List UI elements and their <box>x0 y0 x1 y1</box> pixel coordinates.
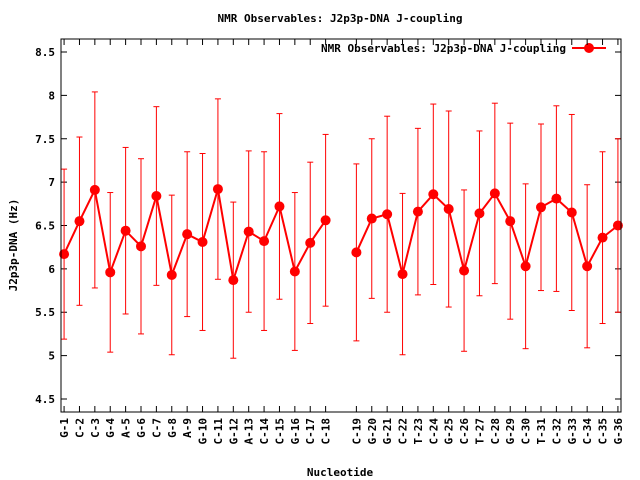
data-point <box>351 247 362 258</box>
x-tick-label: G-36 <box>612 418 625 445</box>
x-tick-label: C-14 <box>258 418 271 445</box>
x-tick-label: G-25 <box>443 418 456 445</box>
data-point <box>397 269 408 280</box>
x-tick-label: C-32 <box>550 418 563 445</box>
x-tick-label: C-22 <box>397 418 410 445</box>
y-tick-label: 5 <box>48 350 55 363</box>
x-tick-label: G-20 <box>366 418 379 445</box>
series-line <box>355 191 619 275</box>
y-tick-label: 4.5 <box>35 393 55 406</box>
x-tick-label: C-18 <box>320 418 333 445</box>
x-tick-label: C-30 <box>520 418 533 445</box>
x-tick-label: T-23 <box>412 418 425 445</box>
legend: NMR Observables: J2p3p-DNA J-coupling <box>321 42 606 55</box>
y-tick-label: 7 <box>48 176 55 189</box>
x-tick-label: G-29 <box>504 418 517 445</box>
data-point <box>120 225 131 236</box>
x-tick-label: A-9 <box>181 418 194 438</box>
y-tick-label: 6.5 <box>35 220 55 233</box>
x-tick-label: G-16 <box>289 418 302 445</box>
data-point <box>136 241 146 252</box>
data-point <box>520 261 531 272</box>
data-point <box>243 226 254 237</box>
data-point <box>474 208 485 219</box>
x-tick-label: C-19 <box>350 418 363 445</box>
x-tick-label: C-11 <box>212 418 225 445</box>
plot-area: 4.5 5 5.5 6 6.5 7 7.5 8 8.5 G-1 C-2 C-3 G-4 A-5 G-6 C-7… <box>35 39 625 445</box>
x-tick-label: C-34 <box>581 418 594 445</box>
data-point <box>89 184 100 195</box>
y-tick-label: 6 <box>48 263 55 276</box>
data-point <box>382 209 393 220</box>
x-tick-label: G-21 <box>381 418 394 445</box>
x-tick-label: G-8 <box>166 418 179 438</box>
data-point <box>459 265 470 276</box>
x-tick-label: C-3 <box>89 418 102 438</box>
data-point <box>305 237 316 248</box>
data-point <box>197 236 208 247</box>
data-point <box>536 202 546 213</box>
x-tick-label: C-17 <box>304 418 317 445</box>
plot-frame <box>60 38 622 413</box>
data-point <box>212 184 223 195</box>
x-tick-label: C-7 <box>150 418 163 438</box>
x-tick-label: C-2 <box>73 418 86 438</box>
x-tick-label: G-12 <box>227 418 240 445</box>
x-axis-label: Nucleotide <box>307 466 374 479</box>
data-point <box>566 207 577 218</box>
y-tick-label: 7.5 <box>35 133 55 146</box>
data-point <box>151 191 162 202</box>
data-point <box>505 216 516 227</box>
data-point <box>274 201 285 212</box>
data-point <box>59 249 70 260</box>
data-point <box>320 215 331 226</box>
data-point <box>74 216 85 227</box>
data-point <box>551 193 562 204</box>
legend-label: NMR Observables: J2p3p-DNA J-coupling <box>321 42 566 55</box>
x-tick-label: C-24 <box>427 418 440 445</box>
data-point <box>612 220 623 231</box>
x-tick-label: C-35 <box>597 418 610 445</box>
x-tick-label: C-15 <box>273 418 286 445</box>
x-tick-label: G-6 <box>135 418 148 438</box>
x-tick-label: G-1 <box>58 418 71 438</box>
series-line <box>63 186 327 281</box>
data-point <box>412 206 423 217</box>
legend-marker <box>584 43 594 53</box>
x-tick-label: A-13 <box>243 418 256 445</box>
x-tick-label: C-28 <box>489 418 502 445</box>
y-tick-label: 5.5 <box>35 306 55 319</box>
data-point <box>182 229 193 240</box>
x-tick-label: T-31 <box>535 418 548 445</box>
data-point <box>105 267 116 278</box>
data-point <box>428 189 439 200</box>
data-point <box>443 204 454 215</box>
data-point <box>489 188 500 199</box>
data-point <box>582 261 593 272</box>
data-point <box>289 266 300 277</box>
x-tick-label: G-33 <box>566 418 579 445</box>
x-tick-label: G-10 <box>197 418 210 445</box>
y-tick-label: 8 <box>48 89 55 102</box>
y-tick-label: 8.5 <box>35 46 55 59</box>
data-point <box>597 232 608 243</box>
x-tick-label: A-5 <box>120 418 133 438</box>
x-tick-label: C-26 <box>458 418 471 445</box>
chart-title: NMR Observables: J2p3p-DNA J-coupling <box>217 12 462 25</box>
data-point <box>228 275 239 286</box>
data-point <box>366 213 377 224</box>
x-tick-label: T-27 <box>473 418 486 445</box>
x-tick-label: G-4 <box>104 418 117 438</box>
data-point <box>166 269 177 280</box>
y-axis-label: J2p3p-DNA (Hz) <box>7 199 20 292</box>
data-point <box>259 236 270 247</box>
